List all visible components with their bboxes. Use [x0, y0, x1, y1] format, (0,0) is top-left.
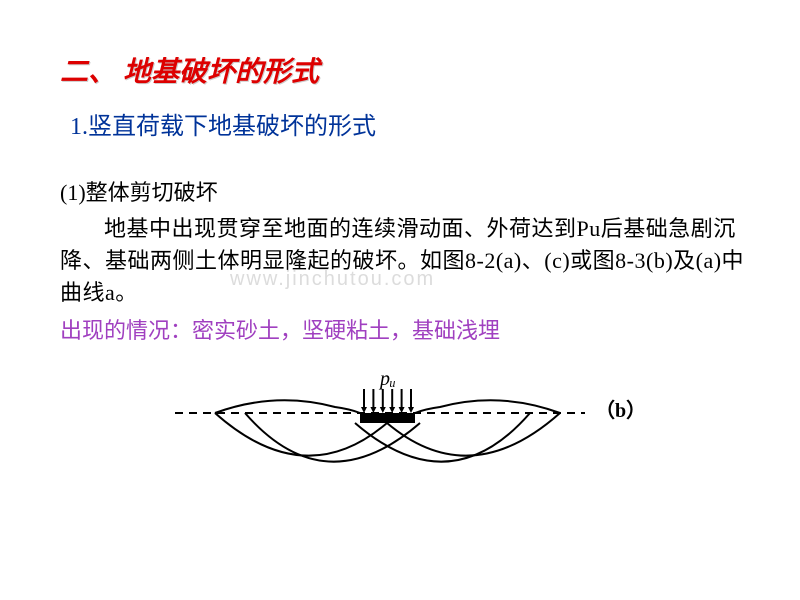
slide-content: 二、 地基破坏的形式 1.竖直荷载下地基破坏的形式 (1)整体剪切破坏 地基中出…	[0, 0, 800, 515]
heave-left	[215, 400, 360, 413]
item-heading: (1)整体剪切破坏	[60, 175, 750, 207]
load-label: pᵤ	[378, 368, 396, 390]
footing	[360, 413, 415, 423]
item-note: 出现的情况：密实砂土，坚硬粘土，基础浅埋	[60, 313, 750, 345]
heave-right	[415, 400, 560, 413]
item-paragraph: 地基中出现贯穿至地面的连续滑动面、外荷达到Pu后基础急剧沉降、基础两侧土体明显隆…	[60, 213, 750, 309]
subfigure-label: （b）	[595, 399, 646, 422]
section-title: 二、 地基破坏的形式	[60, 50, 750, 90]
section-subtitle: 1.竖直荷载下地基破坏的形式	[70, 106, 750, 141]
failure-diagram: pᵤ （b）	[155, 365, 655, 515]
load-arrows	[361, 389, 414, 413]
